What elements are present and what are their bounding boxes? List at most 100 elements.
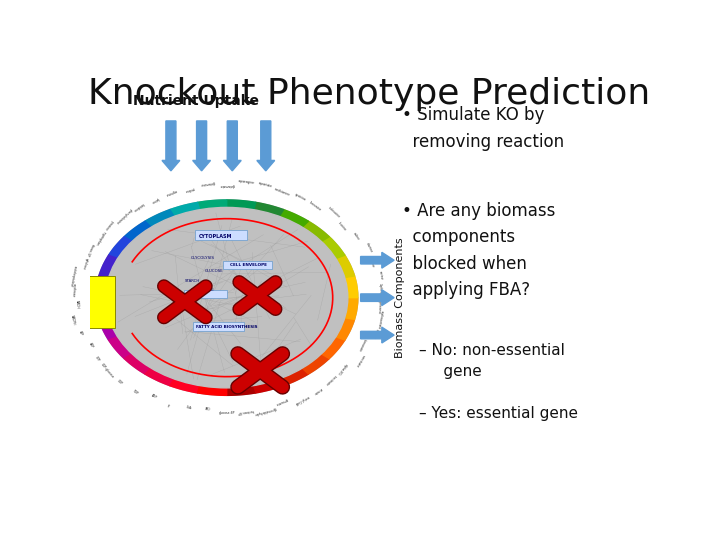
Text: alanine: alanine: [365, 242, 374, 253]
Polygon shape: [145, 368, 174, 386]
Text: succinate: succinate: [354, 354, 366, 368]
FancyArrow shape: [361, 290, 394, 306]
FancyBboxPatch shape: [223, 261, 272, 269]
FancyArrow shape: [193, 121, 210, 171]
Text: histidine: histidine: [132, 201, 145, 212]
Text: GTP: GTP: [94, 355, 100, 362]
Polygon shape: [345, 276, 358, 298]
Text: AMP: AMP: [150, 393, 158, 400]
Polygon shape: [302, 354, 329, 374]
Text: GLYCOLYSIS: GLYCOLYSIS: [190, 256, 215, 260]
Text: NADH: NADH: [74, 300, 78, 309]
Text: ATP: ATP: [78, 330, 83, 336]
Text: STARCH: STARCH: [185, 279, 200, 283]
Text: lysine: lysine: [150, 196, 159, 204]
Text: aspartate: aspartate: [258, 181, 273, 188]
Polygon shape: [197, 386, 227, 395]
Polygon shape: [124, 221, 151, 241]
Text: proline: proline: [184, 186, 195, 193]
FancyBboxPatch shape: [195, 230, 247, 240]
Circle shape: [96, 200, 358, 395]
Polygon shape: [227, 200, 256, 210]
Text: glycine: glycine: [368, 257, 375, 268]
Polygon shape: [124, 354, 151, 374]
Text: leucine: leucine: [337, 221, 347, 232]
Text: arginine: arginine: [164, 188, 177, 196]
Text: Biomass Components: Biomass Components: [395, 238, 405, 358]
Text: sedoheptulose: sedoheptulose: [68, 265, 76, 287]
Text: ribose-5P: ribose-5P: [85, 242, 95, 257]
Circle shape: [106, 207, 348, 388]
Text: tryptophan: tryptophan: [94, 230, 107, 246]
Text: isocitrate: isocitrate: [324, 374, 337, 386]
Text: ADP: ADP: [89, 341, 94, 349]
FancyArrow shape: [223, 121, 241, 171]
FancyBboxPatch shape: [193, 322, 244, 332]
Polygon shape: [170, 379, 199, 393]
Text: methionine: methionine: [274, 187, 291, 198]
Polygon shape: [279, 210, 308, 227]
Polygon shape: [99, 318, 117, 340]
Text: Pi: Pi: [167, 404, 171, 409]
Polygon shape: [109, 237, 132, 259]
Text: xylulose: xylulose: [81, 257, 89, 270]
Text: Knockout Phenotype Prediction: Knockout Phenotype Prediction: [88, 77, 650, 111]
FancyArrow shape: [162, 121, 180, 171]
Polygon shape: [253, 379, 284, 393]
Text: GALACTOSE: GALACTOSE: [190, 288, 214, 292]
FancyBboxPatch shape: [89, 276, 114, 328]
FancyBboxPatch shape: [184, 290, 228, 298]
Text: CDP: CDP: [116, 379, 123, 386]
Text: CoA: CoA: [185, 406, 192, 411]
Text: cysteine: cysteine: [294, 192, 307, 202]
Polygon shape: [302, 221, 329, 241]
Text: malate: malate: [372, 328, 379, 339]
Polygon shape: [170, 202, 199, 217]
Polygon shape: [345, 298, 358, 319]
Text: CELL ENVELOPE: CELL ENVELOPE: [230, 263, 266, 267]
Text: phosphoenol: phosphoenol: [376, 295, 382, 314]
Text: GLUCOSE: GLUCOSE: [204, 268, 223, 273]
Text: acetyl-CoA: acetyl-CoA: [294, 394, 310, 405]
Polygon shape: [279, 368, 308, 386]
Text: 3-phospho: 3-phospho: [377, 282, 382, 299]
Polygon shape: [96, 298, 109, 319]
Text: FAD: FAD: [204, 407, 211, 412]
Text: • Simulate KO by
  removing reaction: • Simulate KO by removing reaction: [402, 106, 564, 151]
Text: pyruvate: pyruvate: [275, 397, 289, 406]
Text: threonine: threonine: [308, 201, 323, 213]
Polygon shape: [336, 318, 354, 340]
Text: alpha-KG: alpha-KG: [336, 362, 348, 375]
Text: CYTOPLASM: CYTOPLASM: [199, 234, 233, 239]
Polygon shape: [99, 255, 117, 278]
Text: fructose-6P: fructose-6P: [237, 408, 255, 414]
Text: phenylalanine: phenylalanine: [114, 207, 132, 225]
Polygon shape: [109, 337, 132, 359]
Text: FATTY ACID BIOSYNTHESIS: FATTY ACID BIOSYNTHESIS: [196, 325, 258, 329]
Polygon shape: [197, 200, 227, 210]
Polygon shape: [145, 210, 174, 227]
Text: citrate: citrate: [312, 386, 323, 395]
Text: valine: valine: [352, 231, 361, 241]
Polygon shape: [336, 255, 354, 278]
Text: Nutrient Uptake: Nutrient Uptake: [133, 94, 259, 109]
Text: serine: serine: [379, 271, 384, 281]
Text: erythrose: erythrose: [71, 283, 76, 298]
Text: UDP-glucose: UDP-glucose: [100, 363, 115, 380]
FancyArrow shape: [361, 252, 394, 268]
Text: asparagine: asparagine: [238, 179, 255, 185]
Text: oxaloacetate: oxaloacetate: [376, 309, 383, 329]
Text: NADPH: NADPH: [69, 314, 75, 325]
Polygon shape: [321, 337, 345, 359]
Text: glyceraldehyde: glyceraldehyde: [254, 406, 277, 415]
Text: glutamate: glutamate: [219, 183, 235, 187]
Polygon shape: [321, 237, 345, 259]
FancyArrow shape: [257, 121, 275, 171]
FancyArrow shape: [361, 327, 394, 343]
Text: – No: non-essential
     gene: – No: non-essential gene: [419, 343, 565, 380]
Text: isoleucine: isoleucine: [327, 206, 341, 219]
Text: – Yes: essential gene: – Yes: essential gene: [419, 406, 578, 421]
Polygon shape: [253, 202, 284, 217]
Polygon shape: [96, 276, 109, 298]
Text: glutamine: glutamine: [199, 180, 215, 186]
